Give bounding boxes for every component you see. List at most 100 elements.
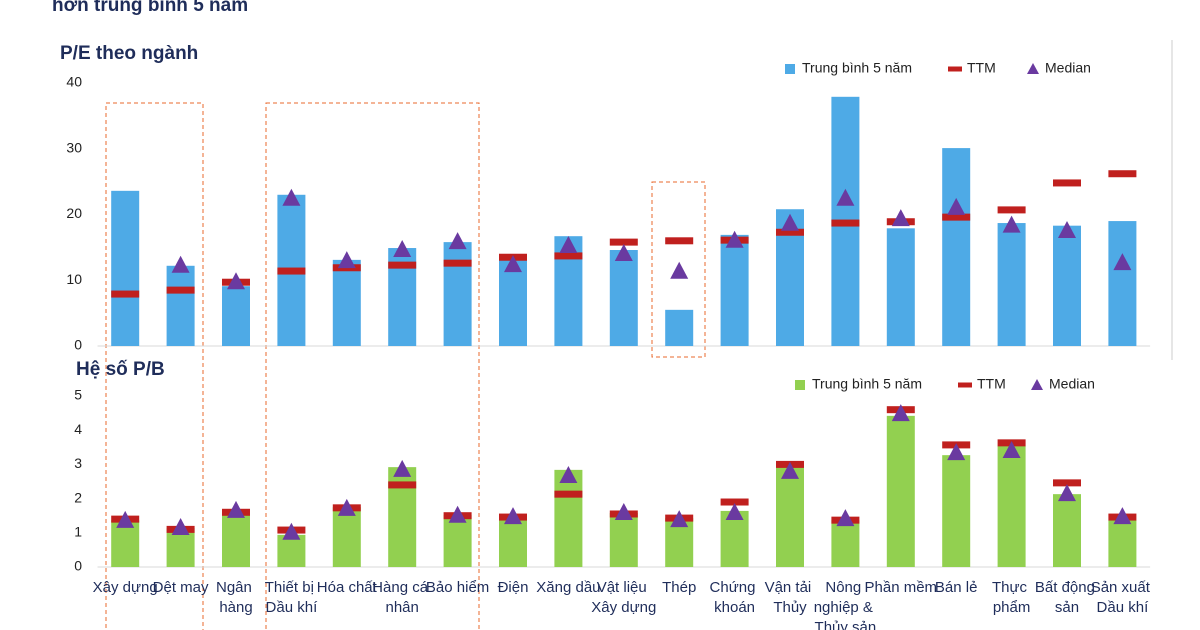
x-tick-label: Bất động sản — [1035, 579, 1099, 616]
median-marker — [1058, 484, 1076, 502]
ttm-marker — [720, 498, 749, 506]
median-marker — [448, 505, 467, 523]
ttm-marker — [166, 286, 195, 294]
ttm-marker — [1053, 179, 1081, 187]
y-tick-label: 20 — [66, 205, 82, 221]
x-tick-label: Vận tải Thủy — [765, 579, 816, 616]
x-tick-label: Sản xuất Dầu khí — [1091, 579, 1154, 616]
bar — [886, 228, 915, 346]
median-marker — [947, 443, 966, 461]
y-tick-label: 0 — [74, 558, 82, 574]
median-marker — [781, 461, 799, 479]
ttm-marker — [111, 290, 140, 298]
bar — [997, 223, 1026, 346]
y-tick-label: 3 — [74, 455, 82, 471]
legend-label: Trung bình 5 năm — [802, 60, 912, 76]
bar — [443, 242, 472, 346]
median-marker — [781, 213, 799, 231]
x-tick-label: Thực phẩm — [992, 579, 1031, 616]
median-marker — [559, 236, 578, 254]
bar — [332, 507, 361, 567]
y-tick-label: 4 — [74, 421, 82, 437]
bar — [720, 234, 749, 346]
y-tick-label: 2 — [74, 489, 82, 505]
median-marker — [614, 502, 633, 520]
median-marker — [891, 404, 910, 422]
legend-swatch — [948, 66, 962, 72]
x-tick-label: Dệt may — [153, 579, 209, 596]
x-tick-label: Điện — [498, 579, 529, 596]
y-tick-label: 10 — [66, 271, 82, 287]
legend-label: Trung bình 5 năm — [812, 376, 922, 392]
legend-label: Median — [1049, 376, 1095, 392]
bar — [831, 520, 860, 567]
x-tick-label: Thiết bị Dầu khí — [265, 579, 318, 616]
bar — [111, 520, 140, 567]
legend-swatch — [1031, 379, 1043, 390]
y-tick-label: 5 — [74, 387, 82, 403]
median-marker — [1002, 441, 1021, 459]
bar — [111, 190, 140, 346]
highlight-box — [651, 181, 706, 358]
legend-swatch — [785, 64, 795, 74]
median-marker — [1058, 220, 1076, 238]
ttm-marker — [277, 267, 306, 275]
ttm-marker — [609, 238, 638, 246]
ttm-marker — [776, 228, 804, 236]
x-tick-label: Thép — [662, 579, 696, 596]
bar — [499, 257, 527, 346]
median-marker — [171, 518, 190, 536]
bar — [997, 445, 1026, 567]
bar — [499, 515, 527, 567]
ttm-marker — [443, 259, 472, 267]
median-marker — [504, 507, 522, 525]
median-marker — [116, 510, 135, 528]
ttm-marker — [388, 261, 417, 269]
legend-swatch — [795, 380, 805, 390]
median-marker — [227, 272, 245, 290]
ttm-marker — [1108, 170, 1137, 178]
ttm-marker — [831, 219, 860, 227]
bar — [222, 286, 250, 346]
bar — [332, 259, 361, 346]
bar — [222, 509, 250, 567]
highlight-box — [265, 102, 480, 630]
bar — [776, 463, 804, 567]
y-tick-label: 1 — [74, 524, 82, 540]
x-tick-label: Hóa chất — [317, 579, 378, 596]
median-marker — [670, 261, 689, 279]
bar — [277, 534, 306, 567]
x-tick-label: Bảo hiểm — [426, 579, 489, 596]
median-marker — [337, 498, 356, 516]
ttm-marker — [554, 490, 583, 498]
bar — [665, 309, 694, 346]
bar — [609, 512, 638, 567]
bar — [1108, 221, 1137, 346]
x-tick-label: Xăng dầu — [536, 579, 600, 596]
legend-swatch — [1027, 63, 1039, 74]
bar — [443, 515, 472, 567]
median-marker — [448, 232, 467, 250]
bar — [609, 250, 638, 346]
bar — [942, 455, 971, 567]
median-marker — [725, 230, 744, 248]
x-tick-label: Vật liệu Xây dựng — [591, 579, 656, 616]
chart-title: Hệ số P/B — [76, 359, 165, 380]
median-marker — [282, 188, 301, 206]
ttm-marker — [665, 237, 694, 245]
bar — [554, 469, 583, 567]
ttm-marker — [388, 481, 417, 489]
x-tick-label: Hàng cá nhân — [372, 579, 432, 616]
legend-swatch — [958, 382, 972, 388]
median-marker — [282, 522, 301, 540]
x-tick-label: Chứng khoán — [710, 579, 760, 616]
bar — [1053, 494, 1081, 567]
median-marker — [393, 240, 412, 258]
median-marker — [670, 510, 689, 528]
median-marker — [337, 251, 356, 269]
median-marker — [1002, 215, 1021, 233]
median-marker — [836, 509, 855, 527]
ttm-marker — [942, 213, 971, 221]
